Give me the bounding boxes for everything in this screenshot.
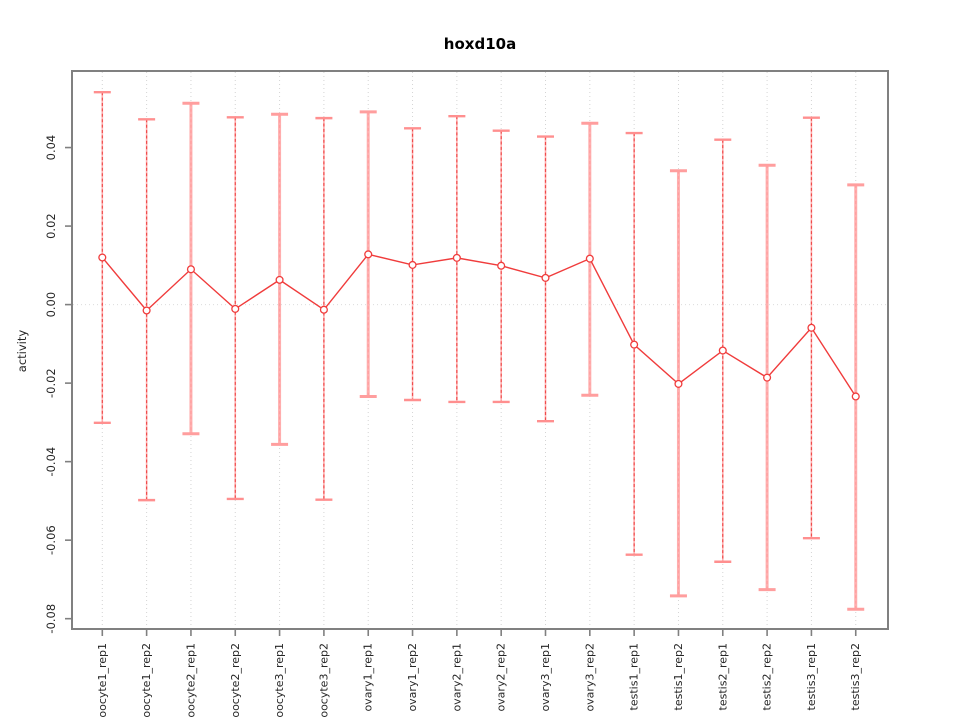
data-point [497, 261, 506, 270]
data-point [275, 275, 284, 284]
y-tick-label: -0.08 [44, 604, 58, 634]
x-tick-label: testis2_rep1 [716, 643, 729, 710]
x-tick-label: testis1_rep1 [628, 643, 641, 710]
x-tick-label: ovary2_rep1 [450, 643, 463, 712]
data-point [98, 253, 107, 262]
x-tick-label: ovary1_rep2 [406, 643, 419, 712]
x-tick-label: ovary3_rep2 [583, 643, 596, 712]
y-tick-label: 0.02 [44, 213, 58, 239]
x-tick-label: oocyte3_rep2 [317, 643, 330, 718]
x-tick-label: ovary1_rep1 [362, 643, 375, 712]
y-tick-label: -0.02 [44, 368, 58, 398]
y-tick-label: 0.04 [44, 135, 58, 161]
x-tick-label: oocyte2_rep2 [229, 643, 242, 718]
x-tick-label: oocyte1_rep2 [140, 643, 153, 718]
data-point [319, 305, 328, 314]
data-point [452, 253, 461, 262]
data-point [408, 260, 417, 269]
x-tick-label: oocyte1_rep1 [96, 643, 109, 718]
data-point [763, 373, 772, 382]
x-tick-label: ovary2_rep2 [495, 643, 508, 712]
x-tick-label: testis1_rep2 [672, 643, 685, 710]
data-point [186, 265, 195, 274]
x-tick-label: ovary3_rep1 [539, 643, 552, 712]
x-tick-label: testis2_rep2 [761, 643, 774, 710]
y-axis-label: activity [15, 329, 29, 373]
x-tick-label: testis3_rep2 [849, 643, 862, 710]
data-point [851, 392, 860, 401]
chart-title: hoxd10a [443, 35, 517, 53]
data-point [142, 306, 151, 315]
x-tick-label: oocyte2_rep1 [184, 643, 197, 718]
data-point [231, 304, 240, 313]
y-tick-label: -0.06 [44, 525, 58, 555]
data-point [630, 340, 639, 349]
data-point [364, 250, 373, 259]
x-tick-label: oocyte3_rep1 [273, 643, 286, 718]
data-point [541, 273, 550, 282]
data-point [718, 346, 727, 355]
series-line-mean [101, 253, 857, 397]
data-point [807, 323, 816, 332]
data-point [585, 254, 594, 263]
y-tick-label: 0.00 [44, 292, 58, 318]
x-tick-label: testis3_rep1 [805, 643, 818, 710]
data-point [674, 379, 683, 388]
plot-border [71, 70, 889, 630]
y-tick-label: -0.04 [44, 447, 58, 477]
